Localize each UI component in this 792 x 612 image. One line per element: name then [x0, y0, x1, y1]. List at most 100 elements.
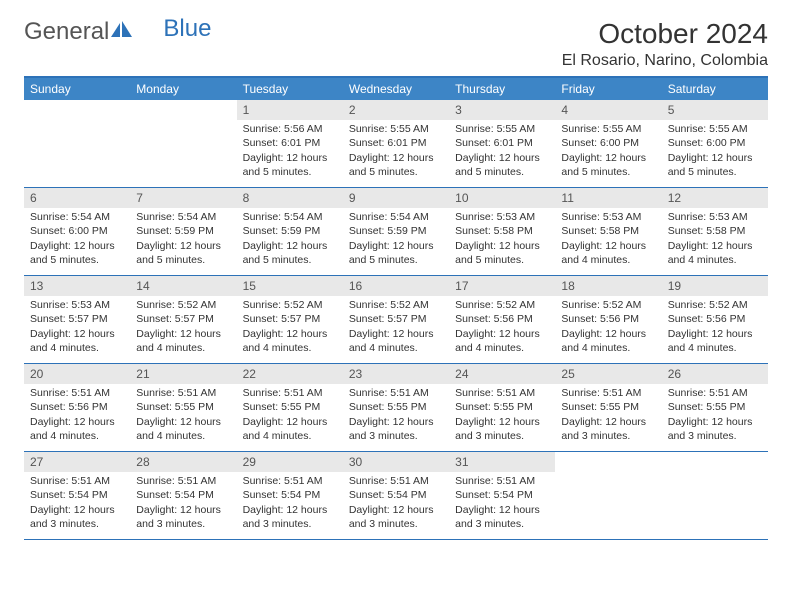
- day-number: 16: [343, 276, 449, 296]
- day-cell: 12Sunrise: 5:53 AMSunset: 5:58 PMDayligh…: [662, 188, 768, 276]
- day-number: 25: [555, 364, 661, 384]
- day-body: Sunrise: 5:55 AMSunset: 6:00 PMDaylight:…: [555, 120, 661, 183]
- day-cell: 29Sunrise: 5:51 AMSunset: 5:54 PMDayligh…: [237, 452, 343, 540]
- day-cell: 22Sunrise: 5:51 AMSunset: 5:55 PMDayligh…: [237, 364, 343, 452]
- day-number: 6: [24, 188, 130, 208]
- day-number: 7: [130, 188, 236, 208]
- day-cell: 18Sunrise: 5:52 AMSunset: 5:56 PMDayligh…: [555, 276, 661, 364]
- day-cell: 16Sunrise: 5:52 AMSunset: 5:57 PMDayligh…: [343, 276, 449, 364]
- day-body: Sunrise: 5:51 AMSunset: 5:54 PMDaylight:…: [237, 472, 343, 535]
- day-number: 22: [237, 364, 343, 384]
- day-body: Sunrise: 5:52 AMSunset: 5:56 PMDaylight:…: [662, 296, 768, 359]
- empty-cell: [662, 452, 768, 540]
- day-body: Sunrise: 5:52 AMSunset: 5:56 PMDaylight:…: [449, 296, 555, 359]
- day-cell: 7Sunrise: 5:54 AMSunset: 5:59 PMDaylight…: [130, 188, 236, 276]
- brand-logo: General Blue: [24, 18, 211, 46]
- day-cell: 6Sunrise: 5:54 AMSunset: 6:00 PMDaylight…: [24, 188, 130, 276]
- day-body: Sunrise: 5:53 AMSunset: 5:58 PMDaylight:…: [662, 208, 768, 271]
- empty-cell: [24, 100, 130, 188]
- day-number: 21: [130, 364, 236, 384]
- day-number: 24: [449, 364, 555, 384]
- day-body: Sunrise: 5:51 AMSunset: 5:55 PMDaylight:…: [130, 384, 236, 447]
- day-number: 17: [449, 276, 555, 296]
- day-cell: 1Sunrise: 5:56 AMSunset: 6:01 PMDaylight…: [237, 100, 343, 188]
- day-number: 15: [237, 276, 343, 296]
- month-title: October 2024: [562, 18, 768, 50]
- day-body: Sunrise: 5:51 AMSunset: 5:55 PMDaylight:…: [662, 384, 768, 447]
- brand-part2: Blue: [163, 15, 211, 43]
- header: General Blue October 2024 El Rosario, Na…: [24, 18, 768, 70]
- day-number: 26: [662, 364, 768, 384]
- day-cell: 26Sunrise: 5:51 AMSunset: 5:55 PMDayligh…: [662, 364, 768, 452]
- day-cell: 13Sunrise: 5:53 AMSunset: 5:57 PMDayligh…: [24, 276, 130, 364]
- day-body: Sunrise: 5:54 AMSunset: 5:59 PMDaylight:…: [343, 208, 449, 271]
- day-cell: 2Sunrise: 5:55 AMSunset: 6:01 PMDaylight…: [343, 100, 449, 188]
- day-body: Sunrise: 5:51 AMSunset: 5:54 PMDaylight:…: [24, 472, 130, 535]
- day-cell: 3Sunrise: 5:55 AMSunset: 6:01 PMDaylight…: [449, 100, 555, 188]
- day-cell: 21Sunrise: 5:51 AMSunset: 5:55 PMDayligh…: [130, 364, 236, 452]
- day-number: 4: [555, 100, 661, 120]
- day-number: 5: [662, 100, 768, 120]
- day-number: 1: [237, 100, 343, 120]
- day-body: Sunrise: 5:54 AMSunset: 6:00 PMDaylight:…: [24, 208, 130, 271]
- day-number: 27: [24, 452, 130, 472]
- calendar-grid: SundayMondayTuesdayWednesdayThursdayFrid…: [24, 76, 768, 540]
- day-header: Saturday: [662, 78, 768, 100]
- day-number: 2: [343, 100, 449, 120]
- day-number: 11: [555, 188, 661, 208]
- day-body: Sunrise: 5:51 AMSunset: 5:55 PMDaylight:…: [237, 384, 343, 447]
- day-body: Sunrise: 5:55 AMSunset: 6:01 PMDaylight:…: [449, 120, 555, 183]
- day-cell: 5Sunrise: 5:55 AMSunset: 6:00 PMDaylight…: [662, 100, 768, 188]
- day-number: 3: [449, 100, 555, 120]
- day-body: Sunrise: 5:53 AMSunset: 5:58 PMDaylight:…: [449, 208, 555, 271]
- day-body: Sunrise: 5:55 AMSunset: 6:00 PMDaylight:…: [662, 120, 768, 183]
- day-body: Sunrise: 5:51 AMSunset: 5:54 PMDaylight:…: [130, 472, 236, 535]
- day-cell: 4Sunrise: 5:55 AMSunset: 6:00 PMDaylight…: [555, 100, 661, 188]
- title-block: October 2024 El Rosario, Narino, Colombi…: [562, 18, 768, 70]
- day-number: 28: [130, 452, 236, 472]
- day-number: 14: [130, 276, 236, 296]
- day-cell: 30Sunrise: 5:51 AMSunset: 5:54 PMDayligh…: [343, 452, 449, 540]
- day-cell: 9Sunrise: 5:54 AMSunset: 5:59 PMDaylight…: [343, 188, 449, 276]
- location: El Rosario, Narino, Colombia: [562, 52, 768, 70]
- day-number: 19: [662, 276, 768, 296]
- day-cell: 23Sunrise: 5:51 AMSunset: 5:55 PMDayligh…: [343, 364, 449, 452]
- day-body: Sunrise: 5:51 AMSunset: 5:54 PMDaylight:…: [343, 472, 449, 535]
- day-header: Monday: [130, 78, 236, 100]
- day-cell: 15Sunrise: 5:52 AMSunset: 5:57 PMDayligh…: [237, 276, 343, 364]
- day-body: Sunrise: 5:55 AMSunset: 6:01 PMDaylight:…: [343, 120, 449, 183]
- day-body: Sunrise: 5:52 AMSunset: 5:57 PMDaylight:…: [343, 296, 449, 359]
- day-cell: 8Sunrise: 5:54 AMSunset: 5:59 PMDaylight…: [237, 188, 343, 276]
- day-cell: 10Sunrise: 5:53 AMSunset: 5:58 PMDayligh…: [449, 188, 555, 276]
- day-number: 20: [24, 364, 130, 384]
- day-number: 12: [662, 188, 768, 208]
- day-header: Sunday: [24, 78, 130, 100]
- brand-part1: General: [24, 18, 109, 46]
- day-body: Sunrise: 5:52 AMSunset: 5:56 PMDaylight:…: [555, 296, 661, 359]
- day-body: Sunrise: 5:53 AMSunset: 5:57 PMDaylight:…: [24, 296, 130, 359]
- day-body: Sunrise: 5:51 AMSunset: 5:55 PMDaylight:…: [449, 384, 555, 447]
- sail-icon: [111, 18, 133, 46]
- day-body: Sunrise: 5:51 AMSunset: 5:55 PMDaylight:…: [555, 384, 661, 447]
- day-number: 30: [343, 452, 449, 472]
- day-cell: 31Sunrise: 5:51 AMSunset: 5:54 PMDayligh…: [449, 452, 555, 540]
- day-number: 8: [237, 188, 343, 208]
- day-header: Wednesday: [343, 78, 449, 100]
- day-number: 13: [24, 276, 130, 296]
- day-body: Sunrise: 5:56 AMSunset: 6:01 PMDaylight:…: [237, 120, 343, 183]
- day-cell: 20Sunrise: 5:51 AMSunset: 5:56 PMDayligh…: [24, 364, 130, 452]
- day-header: Thursday: [449, 78, 555, 100]
- empty-cell: [555, 452, 661, 540]
- day-number: 9: [343, 188, 449, 208]
- day-header: Tuesday: [237, 78, 343, 100]
- day-cell: 24Sunrise: 5:51 AMSunset: 5:55 PMDayligh…: [449, 364, 555, 452]
- day-cell: 25Sunrise: 5:51 AMSunset: 5:55 PMDayligh…: [555, 364, 661, 452]
- day-number: 23: [343, 364, 449, 384]
- day-body: Sunrise: 5:51 AMSunset: 5:54 PMDaylight:…: [449, 472, 555, 535]
- day-body: Sunrise: 5:51 AMSunset: 5:55 PMDaylight:…: [343, 384, 449, 447]
- day-body: Sunrise: 5:54 AMSunset: 5:59 PMDaylight:…: [130, 208, 236, 271]
- day-cell: 17Sunrise: 5:52 AMSunset: 5:56 PMDayligh…: [449, 276, 555, 364]
- day-body: Sunrise: 5:53 AMSunset: 5:58 PMDaylight:…: [555, 208, 661, 271]
- day-body: Sunrise: 5:52 AMSunset: 5:57 PMDaylight:…: [130, 296, 236, 359]
- day-number: 18: [555, 276, 661, 296]
